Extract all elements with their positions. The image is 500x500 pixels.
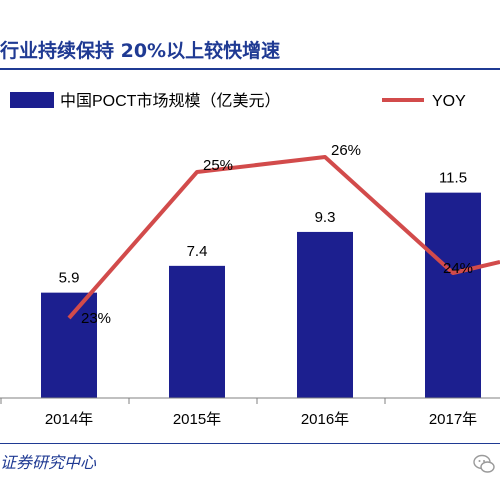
x-tick-label: 2014年 (45, 411, 93, 428)
yoy-point-label: 26% (331, 142, 361, 159)
source-divider (0, 443, 500, 444)
bar-value-label: 5.9 (59, 270, 80, 287)
bar-2015年 (169, 265, 225, 398)
yoy-series: 23% 25% 26% 24% (67, 142, 500, 327)
x-tick-label: 2017年 (429, 411, 477, 428)
bar-2017年 (425, 192, 481, 398)
chart-title: 行业持续保持 20%以上较快增速 (0, 40, 281, 62)
x-tick-label: 2015年 (173, 411, 221, 428)
bar-value-label: 9.3 (315, 209, 336, 226)
bar-value-label: 11.5 (439, 170, 467, 187)
x-axis: 2014年 2015年 2016年 2017年 (0, 397, 500, 428)
chart-area: 中国POCT市场规模（亿美元） YOY 5.9 7.4 9.3 11.5 23% 25% 2… (0, 80, 500, 440)
combo-chart: 中国POCT市场规模（亿美元） YOY 5.97.49.311.5 23%25%2… (0, 92, 500, 428)
yoy-point-label: 24% (443, 260, 473, 277)
yoy-point-label: 23% (81, 310, 111, 327)
legend-line-label: YOY (432, 93, 466, 110)
yoy-point-label: 25% (203, 157, 233, 174)
legend-bar-swatch (10, 92, 54, 108)
source-note: 证券研究中心 (0, 453, 97, 472)
title-divider (0, 68, 500, 70)
yoy-line (67, 155, 500, 320)
bar-series: 5.9 7.4 9.3 11.5 (41, 170, 481, 398)
legend-bar-label: 中国POCT市场规模（亿美元） (60, 92, 280, 110)
x-tick-label: 2016年 (301, 411, 349, 428)
bar-value-label: 7.4 (187, 243, 208, 260)
wechat-watermark-icon (472, 452, 496, 476)
bar-2016年 (297, 231, 353, 398)
legend: 中国POCT市场规模（亿美元） YOY (10, 92, 466, 110)
bar-2014年 (41, 292, 97, 398)
